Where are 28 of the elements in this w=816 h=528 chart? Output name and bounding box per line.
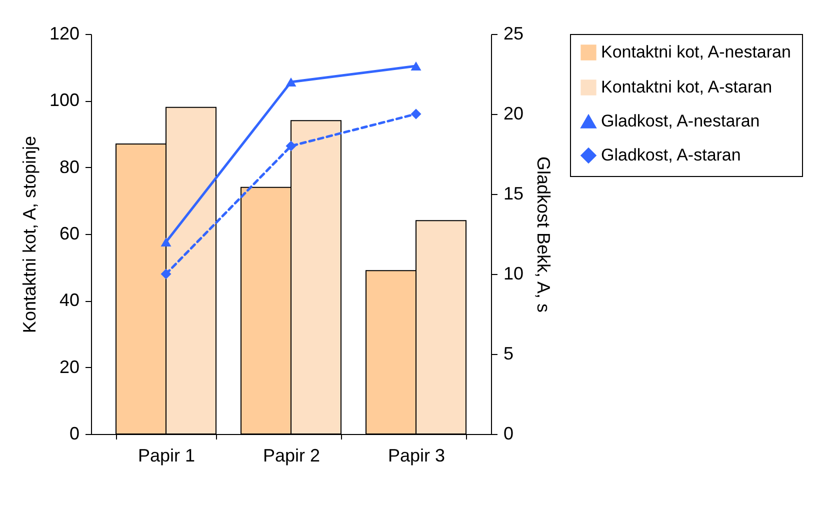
y-tick-label: 120 <box>49 24 80 44</box>
y-axis-title: Kontaktni kot, A, stopinje <box>19 136 40 334</box>
y2-tick-label: 5 <box>504 344 514 364</box>
y-tick-label: 60 <box>59 224 80 244</box>
legend-label: Kontaktni kot, A-staran <box>601 78 772 96</box>
point <box>286 77 296 87</box>
legend-label: Gladkost, A-staran <box>601 146 741 164</box>
y-tick-label: 80 <box>59 156 80 177</box>
point <box>286 140 296 152</box>
y-tick-label: 40 <box>59 290 80 310</box>
y2-tick-label: 25 <box>504 24 524 44</box>
x-tick-label: Papir 2 <box>262 446 320 466</box>
y-tick-label: 0 <box>69 424 80 444</box>
x-tick-label: Papir 3 <box>388 446 446 466</box>
y2-tick-label: 15 <box>504 184 524 204</box>
y2-tick-label: 20 <box>504 104 524 124</box>
legend-label: Gladkost, A-nestaran <box>601 112 760 130</box>
y2-tick-label: 0 <box>504 424 514 444</box>
y-tick-label: 100 <box>49 90 80 110</box>
point <box>160 268 172 280</box>
y-tick-label: 20 <box>59 356 80 377</box>
point <box>410 61 422 71</box>
point <box>160 237 172 247</box>
point <box>410 108 422 120</box>
x-tick-label: Papir 1 <box>138 446 196 466</box>
y2-tick-label: 10 <box>504 264 524 284</box>
legend-label: Kontaktni kot, A-nestaran <box>601 42 791 62</box>
y2-axis-title: Gladkost Bekk, A, s <box>534 156 554 313</box>
